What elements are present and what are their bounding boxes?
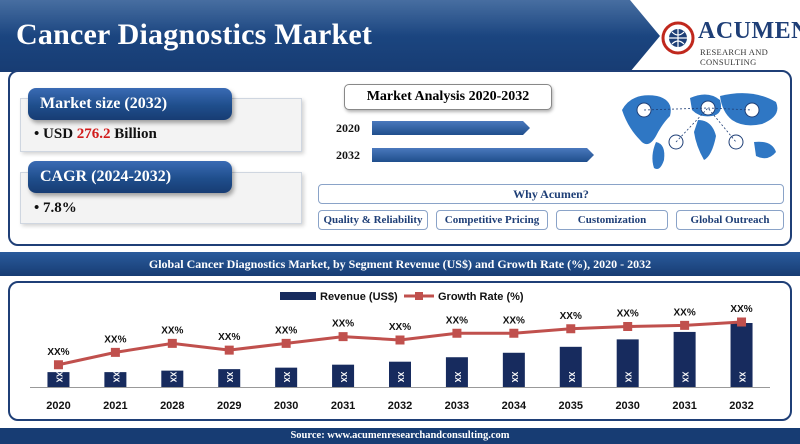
legend-swatch-revenue <box>280 292 316 300</box>
growth-rate-point <box>623 322 633 331</box>
legend-label-revenue: Revenue (US$) <box>320 291 398 303</box>
revenue-bar <box>389 361 411 387</box>
growth-rate-label: XX% <box>730 304 752 315</box>
growth-rate-point <box>281 338 291 348</box>
revenue-bar <box>616 339 639 387</box>
x-tick-label: 2031 <box>331 400 355 412</box>
growth-rate-label: XX% <box>503 315 525 326</box>
growth-rate-point <box>167 338 177 348</box>
x-tick-label: 2020 <box>46 400 70 412</box>
quality-reliability-button[interactable]: Quality & Reliability <box>318 210 428 230</box>
world-map-illustration <box>622 93 778 169</box>
x-tick-label: 2031 <box>672 400 696 412</box>
chart-title-banner: Global Cancer Diagnostics Market, by Seg… <box>0 252 800 276</box>
revenue-bar-label: XX <box>396 372 405 383</box>
growth-rate-label: XX% <box>218 332 240 343</box>
growth-rate-point <box>224 345 234 355</box>
revenue-bar <box>275 367 298 387</box>
page-title: Cancer Diagnostics Market <box>16 18 373 51</box>
revenue-bar-label: XX <box>54 372 63 383</box>
chart-legend: Revenue (US$) Growth Rate (%) <box>280 291 524 303</box>
growth-rate-label: XX% <box>332 319 354 330</box>
logo-tagline: RESEARCH AND CONSULTING <box>700 47 769 67</box>
analysis-arrow-2020 <box>372 121 530 135</box>
growth-rate-point <box>338 332 348 342</box>
growth-rate-point <box>395 335 405 345</box>
revenue-bar <box>161 370 184 387</box>
x-tick-label: 2032 <box>729 400 753 412</box>
growth-rate-point <box>737 317 747 327</box>
analysis-arrow-2032 <box>372 148 594 162</box>
revenue-bar <box>218 369 241 387</box>
revenue-bar <box>502 352 525 387</box>
header-banner <box>0 0 660 72</box>
growth-rate-label: XX% <box>446 315 468 326</box>
x-tick-label: 2032 <box>388 400 412 412</box>
revenue-bar-label: XX <box>510 372 519 383</box>
why-acumen-heading: Why Acumen? <box>318 184 784 204</box>
growth-rate-label: XX% <box>275 325 297 336</box>
revenue-bar <box>673 331 696 387</box>
x-tick-label: 2033 <box>445 400 469 412</box>
growth-rate-point <box>566 324 576 334</box>
x-tick-label: 2034 <box>502 400 527 412</box>
revenue-bar-label: XX <box>567 372 576 383</box>
revenue-bar-label: XX <box>738 372 747 383</box>
source-footer: Source: www.acumenresearchandconsulting.… <box>0 428 800 444</box>
x-tick-label: 2030 <box>615 400 639 412</box>
global-outreach-button[interactable]: Global Outreach <box>676 210 784 230</box>
revenue-bar <box>332 364 355 387</box>
growth-rate-label: XX% <box>617 309 639 320</box>
globe-icon <box>661 21 695 55</box>
analysis-year-end: 2032 <box>336 148 360 162</box>
x-tick-label: 2028 <box>160 400 184 412</box>
market-size-value: • USD 276.2 Billion <box>34 126 157 142</box>
growth-rate-point <box>110 347 120 357</box>
x-tick-label: 2035 <box>559 400 583 412</box>
legend-marker-growth <box>415 292 423 300</box>
logo-name: ACUMEN <box>698 18 800 44</box>
revenue-bar <box>730 323 753 387</box>
growth-rate-label: XX% <box>47 347 69 358</box>
growth-rate-label: XX% <box>104 334 126 345</box>
revenue-bar <box>445 357 468 387</box>
cagr-value: • 7.8% <box>34 200 77 216</box>
revenue-growth-chart: Revenue (US$) Growth Rate (%) XX XX XX XX XX… <box>30 291 770 412</box>
revenue-bar <box>104 372 127 387</box>
revenue-bar <box>559 346 582 387</box>
growth-rate-label: XX% <box>673 307 695 318</box>
market-size-highlight: 276.2 <box>76 126 111 142</box>
legend-label-growth: Growth Rate (%) <box>438 291 524 303</box>
growth-rate-label: XX% <box>389 322 411 333</box>
growth-rate-label: XX% <box>560 311 582 322</box>
analysis-year-start: 2020 <box>336 121 360 135</box>
x-tick-label: 2021 <box>103 400 127 412</box>
x-tick-label: 2029 <box>217 400 241 412</box>
revenue-bar <box>47 372 70 387</box>
customization-button[interactable]: Customization <box>556 210 668 230</box>
revenue-bar-label: XX <box>111 372 120 383</box>
cagr-label: CAGR (2024-2032) <box>28 161 232 193</box>
growth-rate-label: XX% <box>161 325 183 336</box>
revenue-bar-label: XX <box>624 372 633 383</box>
market-size-label: Market size (2032) <box>28 88 232 120</box>
revenue-bar-label: XX <box>453 372 462 383</box>
chart-panel <box>8 281 792 421</box>
revenue-bar-label: XX <box>168 372 177 383</box>
revenue-bar-label: XX <box>225 372 234 383</box>
revenue-bar-label: XX <box>339 372 348 383</box>
acumen-logo: ACUMEN RESEARCH AND CONSULTING <box>660 14 800 67</box>
growth-rate-point <box>452 328 462 338</box>
revenue-bar-label: XX <box>282 372 291 383</box>
competitive-pricing-button[interactable]: Competitive Pricing <box>436 210 548 230</box>
market-analysis-title: Market Analysis 2020-2032 <box>344 84 552 110</box>
x-tick-label: 2030 <box>274 400 298 412</box>
growth-rate-point <box>680 320 690 330</box>
revenue-bar-label: XX <box>681 372 690 383</box>
growth-rate-point <box>53 360 63 370</box>
growth-rate-point <box>509 328 519 338</box>
